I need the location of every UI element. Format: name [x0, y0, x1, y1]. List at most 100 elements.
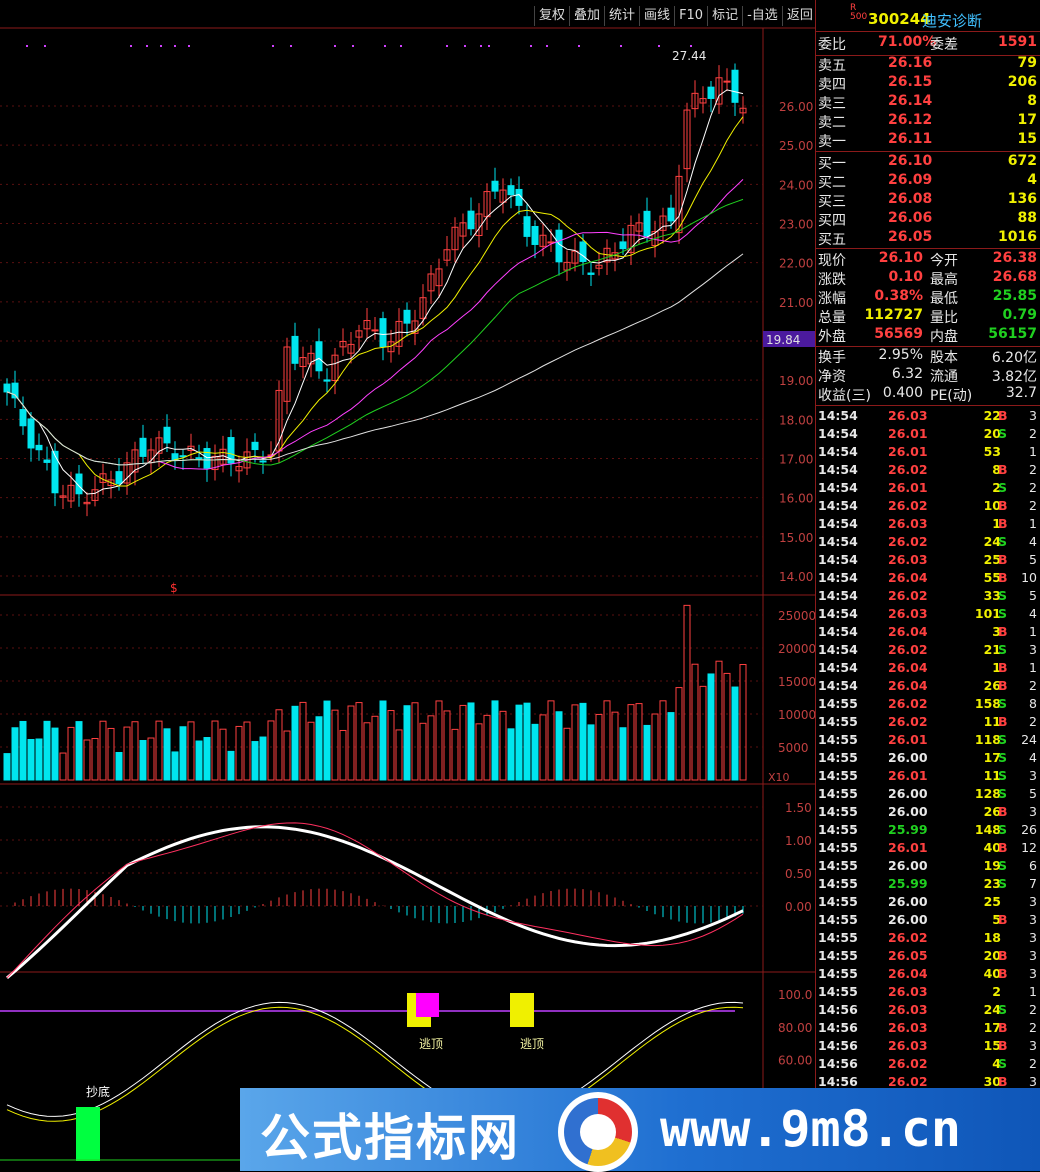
buy-row: 买三 26.08 136	[818, 191, 1039, 210]
sell-label: 卖三	[818, 96, 846, 112]
toolbar-watchlist-button[interactable]: -自选	[742, 6, 782, 26]
tick-time: 14:56	[818, 1056, 858, 1071]
signal-dot	[188, 45, 190, 47]
tick-price: 26.01	[888, 732, 928, 747]
tick-price: 26.04	[888, 660, 928, 675]
tick-side: B	[998, 516, 1008, 531]
macd-dif-line	[6, 825, 744, 980]
signal-dot	[488, 45, 490, 47]
sell-volume: 15	[1017, 131, 1037, 147]
candle-down	[43, 459, 51, 463]
candle-up	[283, 346, 291, 402]
candle-up	[691, 92, 699, 110]
tick-count: 2	[1029, 1002, 1037, 1017]
signal-dot	[174, 45, 176, 47]
kdj-d-line	[6, 1006, 744, 1122]
candle-down	[467, 210, 475, 230]
tick-side: B	[998, 1020, 1008, 1035]
tick-volume: 24	[983, 1002, 1001, 1017]
tick-price: 26.03	[888, 552, 928, 567]
tick-count: 3	[1029, 1074, 1037, 1089]
tick-side: B	[998, 624, 1008, 639]
stock-tag-top: R	[850, 3, 857, 13]
volume-bar-up	[611, 711, 619, 781]
volume-bar-up	[411, 702, 419, 781]
tick-time: 14:54	[818, 516, 858, 531]
fund-value: 3.82亿	[991, 369, 1037, 385]
tick-price: 26.01	[888, 426, 928, 441]
tick-price: 25.99	[888, 822, 928, 837]
volume-bar-down	[587, 724, 595, 781]
tick-volume: 2	[992, 480, 1001, 495]
tick-count: 2	[1029, 498, 1037, 513]
signal-dot	[446, 45, 448, 47]
candle-down	[227, 437, 235, 464]
price-tick-label: 23.00	[779, 218, 813, 232]
toolbar-overlay-button[interactable]: 叠加	[569, 6, 604, 26]
volume-bar-up	[307, 721, 315, 781]
tick-row: 14:55 26.02 11 B 2	[818, 714, 1039, 732]
tick-price: 26.04	[888, 570, 928, 585]
webi-label: 委比	[818, 37, 846, 53]
volume-bar-up	[435, 700, 443, 781]
tick-volume: 23	[983, 876, 1001, 891]
tick-time: 14:54	[818, 498, 858, 513]
volume-bar-up	[443, 710, 451, 781]
fund-value: 2.95%	[878, 347, 923, 363]
current-price-label: 19.84	[766, 333, 800, 347]
fund-label: PE(动)	[930, 388, 973, 404]
toolbar-back-button[interactable]: 返回	[781, 6, 817, 26]
candle-up	[331, 354, 339, 382]
candle-down	[707, 86, 715, 99]
sell-volume: 8	[1027, 93, 1037, 109]
top-signal-box	[416, 993, 439, 1017]
candle-up	[419, 297, 427, 319]
kline-chart[interactable]: 26.0025.0024.0023.0022.0021.0020.0019.00…	[0, 0, 815, 1171]
tick-time: 14:55	[818, 696, 858, 711]
volume-bar-up	[131, 721, 139, 781]
tick-price: 25.99	[888, 876, 928, 891]
chart-area[interactable]: 26.0025.0024.0023.0022.0021.0020.0019.00…	[0, 0, 815, 1171]
toolbar-draw-button[interactable]: 画线	[639, 6, 674, 26]
candle-up	[595, 264, 603, 269]
toolbar-fuquan-button[interactable]: 复权	[534, 6, 569, 26]
tick-volume: 158	[974, 696, 1001, 711]
kdj-tick-label: 100.0	[778, 988, 812, 1002]
signal-dot	[272, 45, 274, 47]
toolbar-stats-button[interactable]: 统计	[604, 6, 639, 26]
toolbar-mark-button[interactable]: 标记	[707, 6, 742, 26]
tick-side: S	[998, 426, 1008, 441]
sell-volume: 206	[1007, 74, 1037, 90]
tick-volume: 21	[983, 642, 1001, 657]
quote-value: 0.79	[1002, 307, 1037, 323]
tick-row: 14:54 26.02 24 S 4	[818, 534, 1039, 552]
candle-up	[571, 250, 579, 264]
volume-bar-down	[467, 702, 475, 781]
candle-down	[11, 382, 19, 399]
quote-label: 现价	[818, 253, 846, 269]
volume-bar-down	[3, 753, 11, 781]
tick-volume: 40	[983, 966, 1001, 981]
sell-price: 26.16	[888, 55, 933, 71]
volume-bar-up	[155, 720, 163, 781]
volume-bar-down	[27, 738, 35, 781]
tick-time: 14:54	[818, 552, 858, 567]
escape-top-label: 逃顶	[520, 1037, 544, 1051]
volume-bar-up	[603, 700, 611, 781]
volume-bar-up	[715, 660, 723, 781]
quote-row: 外盘 56569 内盘 56157	[818, 326, 1039, 345]
volume-bar-up	[187, 721, 195, 781]
price-tick-label: 17.00	[779, 453, 813, 467]
tick-time: 14:55	[818, 984, 858, 999]
tick-side: S	[998, 588, 1008, 603]
tick-count: 5	[1029, 786, 1037, 801]
volume-bar-down	[667, 712, 675, 781]
toolbar-f10-button[interactable]: F10	[674, 6, 707, 26]
volume-bar-up	[539, 714, 547, 781]
candle-down	[115, 471, 123, 485]
tick-count: 3	[1029, 966, 1037, 981]
stock-name: 迪安诊断	[922, 12, 983, 30]
tick-price: 26.01	[888, 840, 928, 855]
tick-count: 3	[1029, 894, 1037, 909]
tick-side: S	[998, 642, 1008, 657]
